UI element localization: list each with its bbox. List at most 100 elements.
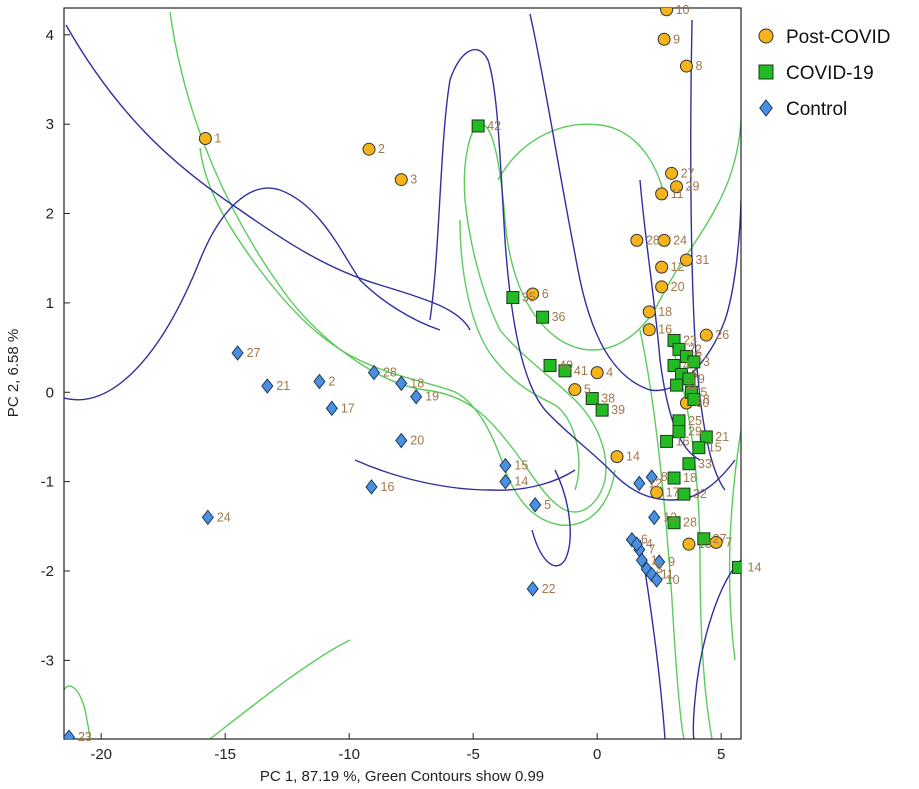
post-covid-point bbox=[660, 8, 674, 17]
point-label: 32 bbox=[693, 487, 707, 501]
post-covid-point bbox=[394, 173, 408, 187]
post-covid-point bbox=[198, 131, 212, 145]
covid-19-point bbox=[471, 119, 485, 133]
point-label: 24 bbox=[217, 510, 231, 524]
point-label: 5 bbox=[700, 385, 707, 399]
control-point bbox=[529, 497, 542, 513]
covid-19-point bbox=[670, 378, 684, 392]
covid-19-point bbox=[585, 392, 599, 406]
point-label: 39 bbox=[611, 403, 625, 417]
point-label: 21 bbox=[276, 379, 290, 393]
post-covid-point bbox=[590, 366, 604, 380]
point-label: 6 bbox=[690, 367, 697, 381]
control-point bbox=[64, 729, 76, 739]
post-covid-point bbox=[679, 59, 693, 73]
blue-contour bbox=[429, 48, 736, 501]
point-label: 20 bbox=[410, 434, 424, 448]
control-point bbox=[410, 388, 423, 405]
point-label: 18 bbox=[410, 376, 424, 390]
covid-19-point bbox=[536, 310, 550, 324]
point-label: 19 bbox=[425, 390, 439, 404]
post-covid-point bbox=[655, 280, 669, 294]
point-label: 11 bbox=[661, 568, 674, 582]
point-label: 3 bbox=[410, 173, 417, 187]
point-label: 25 bbox=[688, 414, 702, 428]
point-label: 21 bbox=[715, 430, 729, 444]
legend-marker bbox=[758, 28, 774, 44]
green-contour bbox=[199, 147, 616, 526]
control-point bbox=[645, 566, 658, 583]
post-covid-point bbox=[568, 383, 582, 397]
blue-contour bbox=[690, 19, 726, 491]
legend-marker bbox=[759, 99, 773, 117]
point-label: 8 bbox=[695, 59, 702, 73]
control-point bbox=[367, 364, 381, 381]
point-label: 3 bbox=[703, 355, 710, 369]
point-label: 1 bbox=[651, 553, 658, 567]
point-label: 42 bbox=[487, 119, 501, 133]
y-tick-label: -3 bbox=[41, 652, 54, 669]
covid-19-point bbox=[506, 291, 520, 305]
post-covid-point bbox=[657, 32, 671, 46]
control-point bbox=[395, 375, 408, 392]
point-label: 13 bbox=[663, 510, 677, 524]
post-covid-point bbox=[670, 180, 684, 194]
control-point bbox=[635, 552, 648, 569]
point-label: 4 bbox=[606, 366, 613, 380]
post-covid-point bbox=[682, 537, 696, 551]
point-label: 26 bbox=[715, 328, 729, 342]
blue-contour bbox=[529, 13, 741, 392]
point-label: 40 bbox=[559, 358, 573, 372]
point-label: 16 bbox=[676, 434, 690, 448]
blue-contour bbox=[531, 469, 571, 567]
point-label: 6 bbox=[542, 287, 549, 301]
covid-19-point bbox=[677, 487, 691, 501]
point-label: 33 bbox=[698, 457, 712, 471]
control-point bbox=[633, 475, 646, 492]
data-points bbox=[64, 8, 741, 739]
post-covid-point bbox=[642, 323, 656, 337]
point-label: 14 bbox=[514, 475, 528, 489]
post-covid-point bbox=[657, 233, 671, 247]
control-point bbox=[648, 509, 661, 526]
y-tick-label: 2 bbox=[46, 206, 54, 223]
x-tick-label: 0 bbox=[593, 746, 601, 763]
post-covid-point bbox=[665, 166, 679, 180]
point-label: 5 bbox=[544, 498, 551, 512]
x-tick-label: -5 bbox=[467, 746, 480, 763]
covid-19-point bbox=[558, 364, 572, 378]
x-tick-label: -20 bbox=[90, 746, 112, 763]
point-label: 7 bbox=[725, 535, 732, 549]
blue-contour bbox=[65, 24, 471, 331]
control-point bbox=[499, 473, 512, 490]
control-point bbox=[640, 561, 653, 578]
control-point bbox=[325, 400, 338, 417]
point-label: 12 bbox=[671, 260, 685, 274]
point-label: 27 bbox=[681, 166, 695, 180]
point-label: 35 bbox=[522, 291, 536, 305]
point-label: 22 bbox=[542, 582, 556, 596]
point-label: 2 bbox=[378, 142, 385, 156]
point-label: 17 bbox=[666, 485, 680, 499]
point-label: 9 bbox=[698, 372, 705, 386]
point-label: 8 bbox=[661, 470, 668, 484]
point-label: 8 bbox=[703, 392, 710, 406]
point-label: 31 bbox=[695, 253, 709, 267]
legend-label: Control bbox=[786, 99, 847, 120]
x-tick-label: -15 bbox=[214, 746, 236, 763]
point-label: 2 bbox=[695, 350, 702, 364]
point-label: 20 bbox=[671, 280, 685, 294]
control-point bbox=[653, 554, 666, 570]
point-label: 1 bbox=[214, 131, 221, 145]
point-label: 7 bbox=[648, 543, 655, 557]
covid-19-point bbox=[687, 355, 701, 369]
green-contour bbox=[728, 429, 741, 661]
x-tick-label: 5 bbox=[717, 746, 725, 763]
point-label: 15 bbox=[708, 441, 722, 455]
point-label: 27 bbox=[713, 532, 727, 546]
green-contour bbox=[169, 11, 741, 513]
covid-19-point bbox=[697, 532, 711, 546]
post-covid-point bbox=[655, 187, 669, 201]
point-label: 30 bbox=[695, 396, 709, 410]
